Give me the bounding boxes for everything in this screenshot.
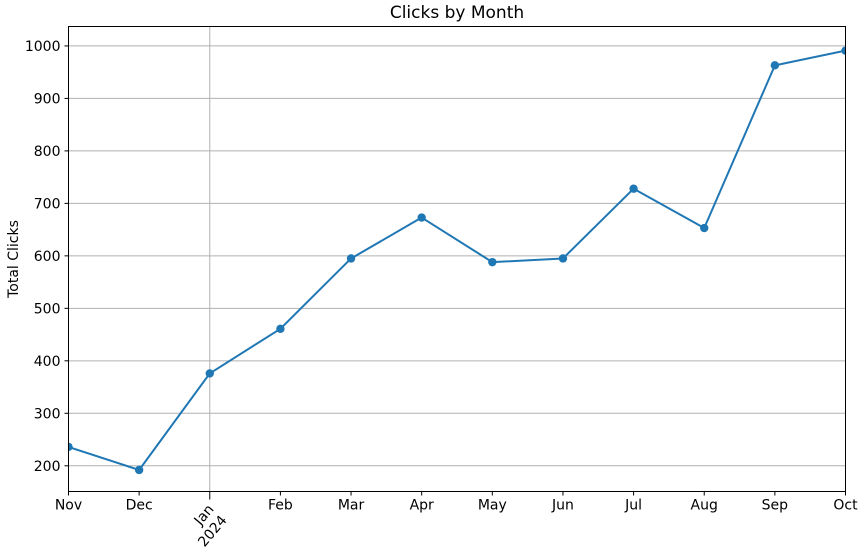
y-tick-label: 800: [34, 144, 61, 160]
x-tick-label: Feb: [268, 498, 293, 514]
x-tick-label: Mar: [338, 498, 365, 514]
y-tick-label: 200: [34, 459, 61, 475]
data-point-marker: [841, 46, 846, 55]
x-tick-label: Dec: [126, 498, 153, 514]
x-tick-label: Oct: [833, 498, 858, 514]
y-tick-label: 400: [34, 354, 61, 370]
data-point-marker: [700, 223, 709, 233]
y-tick-label: 500: [34, 301, 61, 317]
plot-border: [68, 26, 846, 492]
y-tick-label: 1000: [25, 39, 61, 55]
data-point-marker: [417, 213, 426, 222]
y-tick-label: 700: [34, 196, 61, 212]
data-point-marker: [205, 369, 214, 378]
y-tick-label: 600: [34, 249, 61, 265]
series-line: [68, 49, 846, 471]
series-group: [68, 46, 846, 475]
x-tick-label: Jul: [624, 498, 642, 514]
data-point-marker: [346, 254, 356, 263]
data-point-marker: [68, 442, 73, 452]
y-tick-label: 300: [34, 406, 61, 422]
data-point-marker: [558, 254, 568, 263]
y-tick-label: 900: [34, 91, 61, 107]
x-tick-label: Apr: [410, 498, 434, 514]
data-point-marker: [770, 61, 780, 70]
data-point-marker: [134, 465, 144, 475]
x-tick-label: Nov: [55, 498, 82, 514]
x-tick-label: Jun: [551, 498, 574, 514]
chart-title: Clicks by Month: [389, 3, 525, 23]
data-point-marker: [276, 324, 285, 334]
x-tick-label: May: [478, 498, 507, 514]
x-tick-label: Sep: [762, 498, 789, 514]
data-point-marker: [488, 257, 497, 267]
data-point-marker: [629, 184, 638, 193]
x-tick-label: Aug: [691, 498, 718, 514]
